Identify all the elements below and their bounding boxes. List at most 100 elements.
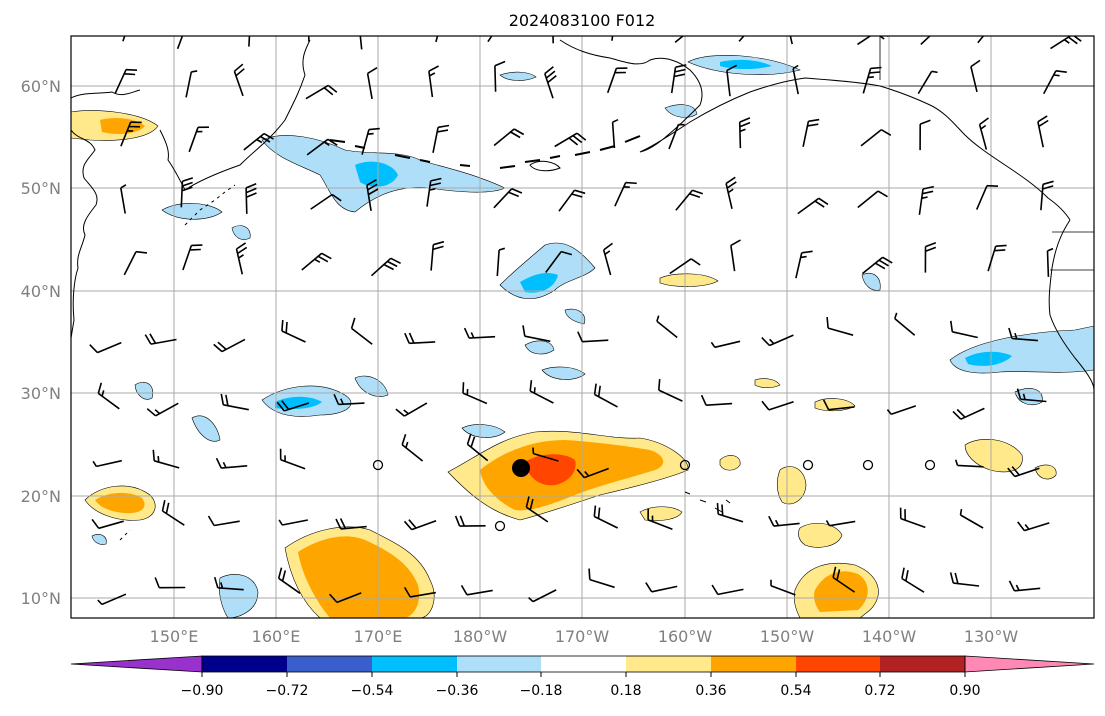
wind-barb: [862, 66, 882, 94]
positive-field-small-2: [798, 522, 843, 548]
negative-field-small-15: [91, 534, 107, 545]
wind-barb: [366, 67, 378, 100]
wind-barb: [182, 244, 203, 271]
negative-field-small-1: [161, 203, 223, 220]
wind-barb: [1050, 36, 1082, 50]
wind-barb: [952, 407, 985, 420]
wind-barb: [822, 399, 855, 411]
negative-field-small-3: [541, 366, 586, 380]
colorbar-extend-min: [70, 655, 203, 673]
colorbar-segment: [626, 656, 711, 672]
wind-barb: [403, 586, 436, 598]
colorbar-frame: [201, 655, 966, 673]
wind-barb: [577, 331, 609, 343]
wind-barb: [306, 138, 338, 156]
calm-circle: [924, 459, 936, 471]
wind-barb: [675, 189, 704, 211]
wind-barb: [674, 36, 685, 44]
wind-barb: [602, 242, 613, 276]
wind-barb: [588, 568, 615, 589]
wind-barb: [301, 252, 332, 271]
wind-barb: [544, 66, 557, 99]
wind-barb: [426, 177, 442, 207]
wind-barb: [305, 84, 338, 100]
negative-field-small-13: [861, 272, 881, 291]
wind-barb: [918, 185, 934, 215]
lon-label: 170°W: [555, 627, 610, 646]
wind-barb: [310, 193, 342, 210]
coastline-st-lawrence: [529, 160, 561, 172]
lat-label: 20°N: [21, 487, 61, 506]
wind-barb: [899, 507, 926, 529]
wind-barb: [281, 319, 306, 343]
lon-label: 160°E: [252, 627, 301, 646]
latitude-labels: 60°N 50°N 40°N 30°N 20°N 10°N: [21, 77, 61, 608]
longitude-labels: 150°E 160°E 170°E 180°W 170°W 160°W 150°…: [150, 627, 1019, 646]
coastline-asia: [71, 89, 141, 339]
wind-barb: [154, 577, 186, 589]
colorbar-tick-label: −0.18: [520, 683, 563, 699]
lat-label: 50°N: [21, 179, 61, 198]
colorbar-tick-label: 0.18: [610, 683, 641, 699]
lon-label: 130°W: [964, 627, 1019, 646]
wind-barb: [611, 118, 619, 149]
wind-barb: [1042, 70, 1067, 95]
wind-barb: [243, 132, 274, 151]
wind-barb: [435, 36, 439, 43]
wind-barb: [528, 589, 557, 603]
wind-barb: [494, 60, 506, 92]
colorbar-extend-max: [964, 655, 1095, 673]
wind-barb: [761, 334, 794, 347]
lon-label: 180°W: [453, 627, 508, 646]
negative-field-small-8: [564, 308, 586, 325]
colorbar-segment: [796, 656, 880, 672]
wind-barb: [1017, 521, 1050, 532]
negative-field-small-14: [231, 225, 251, 240]
wind-barb: [245, 182, 257, 214]
colorbar-segment: [372, 656, 457, 672]
wind-barb: [493, 128, 525, 147]
wind-barb: [593, 505, 619, 529]
wind-barb: [924, 241, 937, 273]
wind-barb: [213, 576, 244, 591]
lat-label: 60°N: [21, 77, 61, 96]
lat-label: 30°N: [21, 384, 61, 403]
wind-barb: [725, 176, 737, 209]
wind-barb: [493, 188, 523, 209]
wind-barb: [529, 380, 554, 404]
lon-label: 150°E: [150, 627, 199, 646]
wind-barb: [277, 567, 301, 594]
positive-field-small-1: [776, 466, 807, 505]
colorbar-tick-label: −0.36: [436, 683, 479, 699]
wind-barb: [970, 59, 981, 93]
wind-barb: [233, 63, 245, 97]
wind-barb: [307, 36, 310, 42]
wind-barb: [180, 177, 194, 208]
positive-field-small-4: [659, 273, 719, 287]
wind-barb: [215, 457, 248, 469]
wind-barb: [606, 67, 628, 94]
wind-barb: [802, 118, 820, 147]
wind-barbs: [89, 36, 1082, 606]
wind-barb: [978, 117, 989, 150]
wind-barb: [370, 257, 401, 277]
positive-field-west-core: [95, 492, 145, 514]
wind-barb: [89, 341, 122, 354]
wind-barb: [894, 312, 916, 336]
wind-barb: [350, 317, 373, 345]
colorbar-segment: [541, 656, 626, 672]
wind-barb: [919, 119, 931, 151]
wind-barb: [669, 258, 701, 275]
calm-circle: [372, 459, 384, 471]
wind-barb: [430, 240, 445, 271]
wind-barb: [276, 400, 310, 412]
negative-field-small-5: [191, 415, 221, 442]
negative-field: [91, 55, 1094, 618]
wind-barb: [144, 333, 177, 345]
colorbar: −0.90 −0.72 −0.54 −0.36 −0.18 0.18 0.36 …: [70, 655, 1095, 699]
wind-barb: [987, 244, 1007, 272]
colorbar-tick-label: 0.90: [949, 683, 980, 699]
wind-barb: [716, 503, 744, 523]
coastline-alaska: [559, 39, 1071, 221]
wind-barb: [576, 467, 609, 479]
